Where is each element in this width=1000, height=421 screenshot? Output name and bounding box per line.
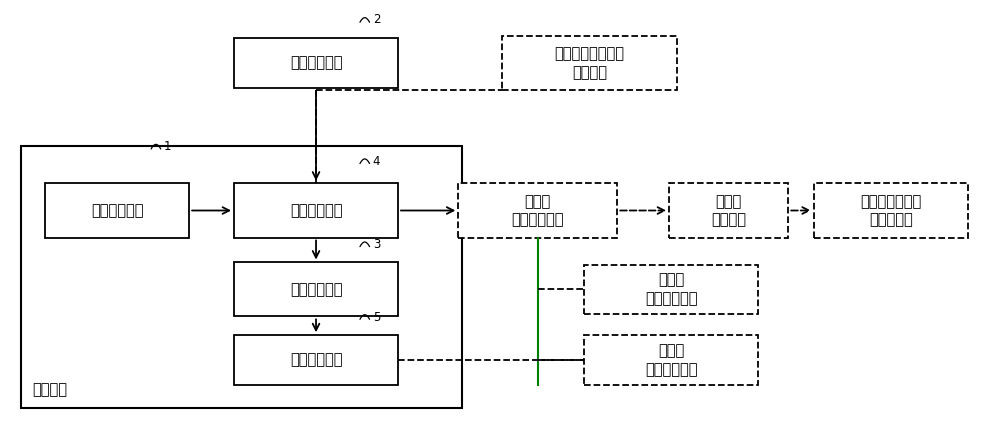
Bar [45,184,189,237]
Text: 无人机
飞行姿态调整: 无人机 飞行姿态调整 [645,273,697,306]
Bar [502,36,677,90]
Text: 2: 2 [373,13,380,27]
Text: 避障执行模块: 避障执行模块 [290,352,342,368]
Bar [458,184,617,237]
Bar [814,184,968,237]
Text: 3: 3 [373,238,380,251]
Bar [669,184,788,237]
Text: 无人机地面调度
与控制系统: 无人机地面调度 与控制系统 [860,194,921,227]
Text: 无人机
飞行控制系统: 无人机 飞行控制系统 [512,194,564,227]
Bar [234,38,398,88]
Bar [234,262,398,317]
Bar [234,184,398,237]
Text: 无人机航向与位置
识别模块: 无人机航向与位置 识别模块 [554,46,624,80]
Text: 1: 1 [164,140,171,153]
Text: 5: 5 [373,311,380,323]
Text: 信息采集模块: 信息采集模块 [91,203,143,218]
Bar [21,146,462,408]
Text: 4: 4 [373,155,380,168]
Bar [584,264,758,314]
Text: 信息处理模块: 信息处理模块 [290,203,342,218]
Bar [234,335,398,385]
Text: 避障系统: 避障系统 [33,382,68,397]
Text: 无人机
通信模块: 无人机 通信模块 [711,194,746,227]
Text: 姿态调整模块: 姿态调整模块 [290,282,342,297]
Text: 姿态识别模块: 姿态识别模块 [290,56,342,70]
Bar [584,335,758,385]
Text: 无人机
飞行任务执行: 无人机 飞行任务执行 [645,343,697,377]
